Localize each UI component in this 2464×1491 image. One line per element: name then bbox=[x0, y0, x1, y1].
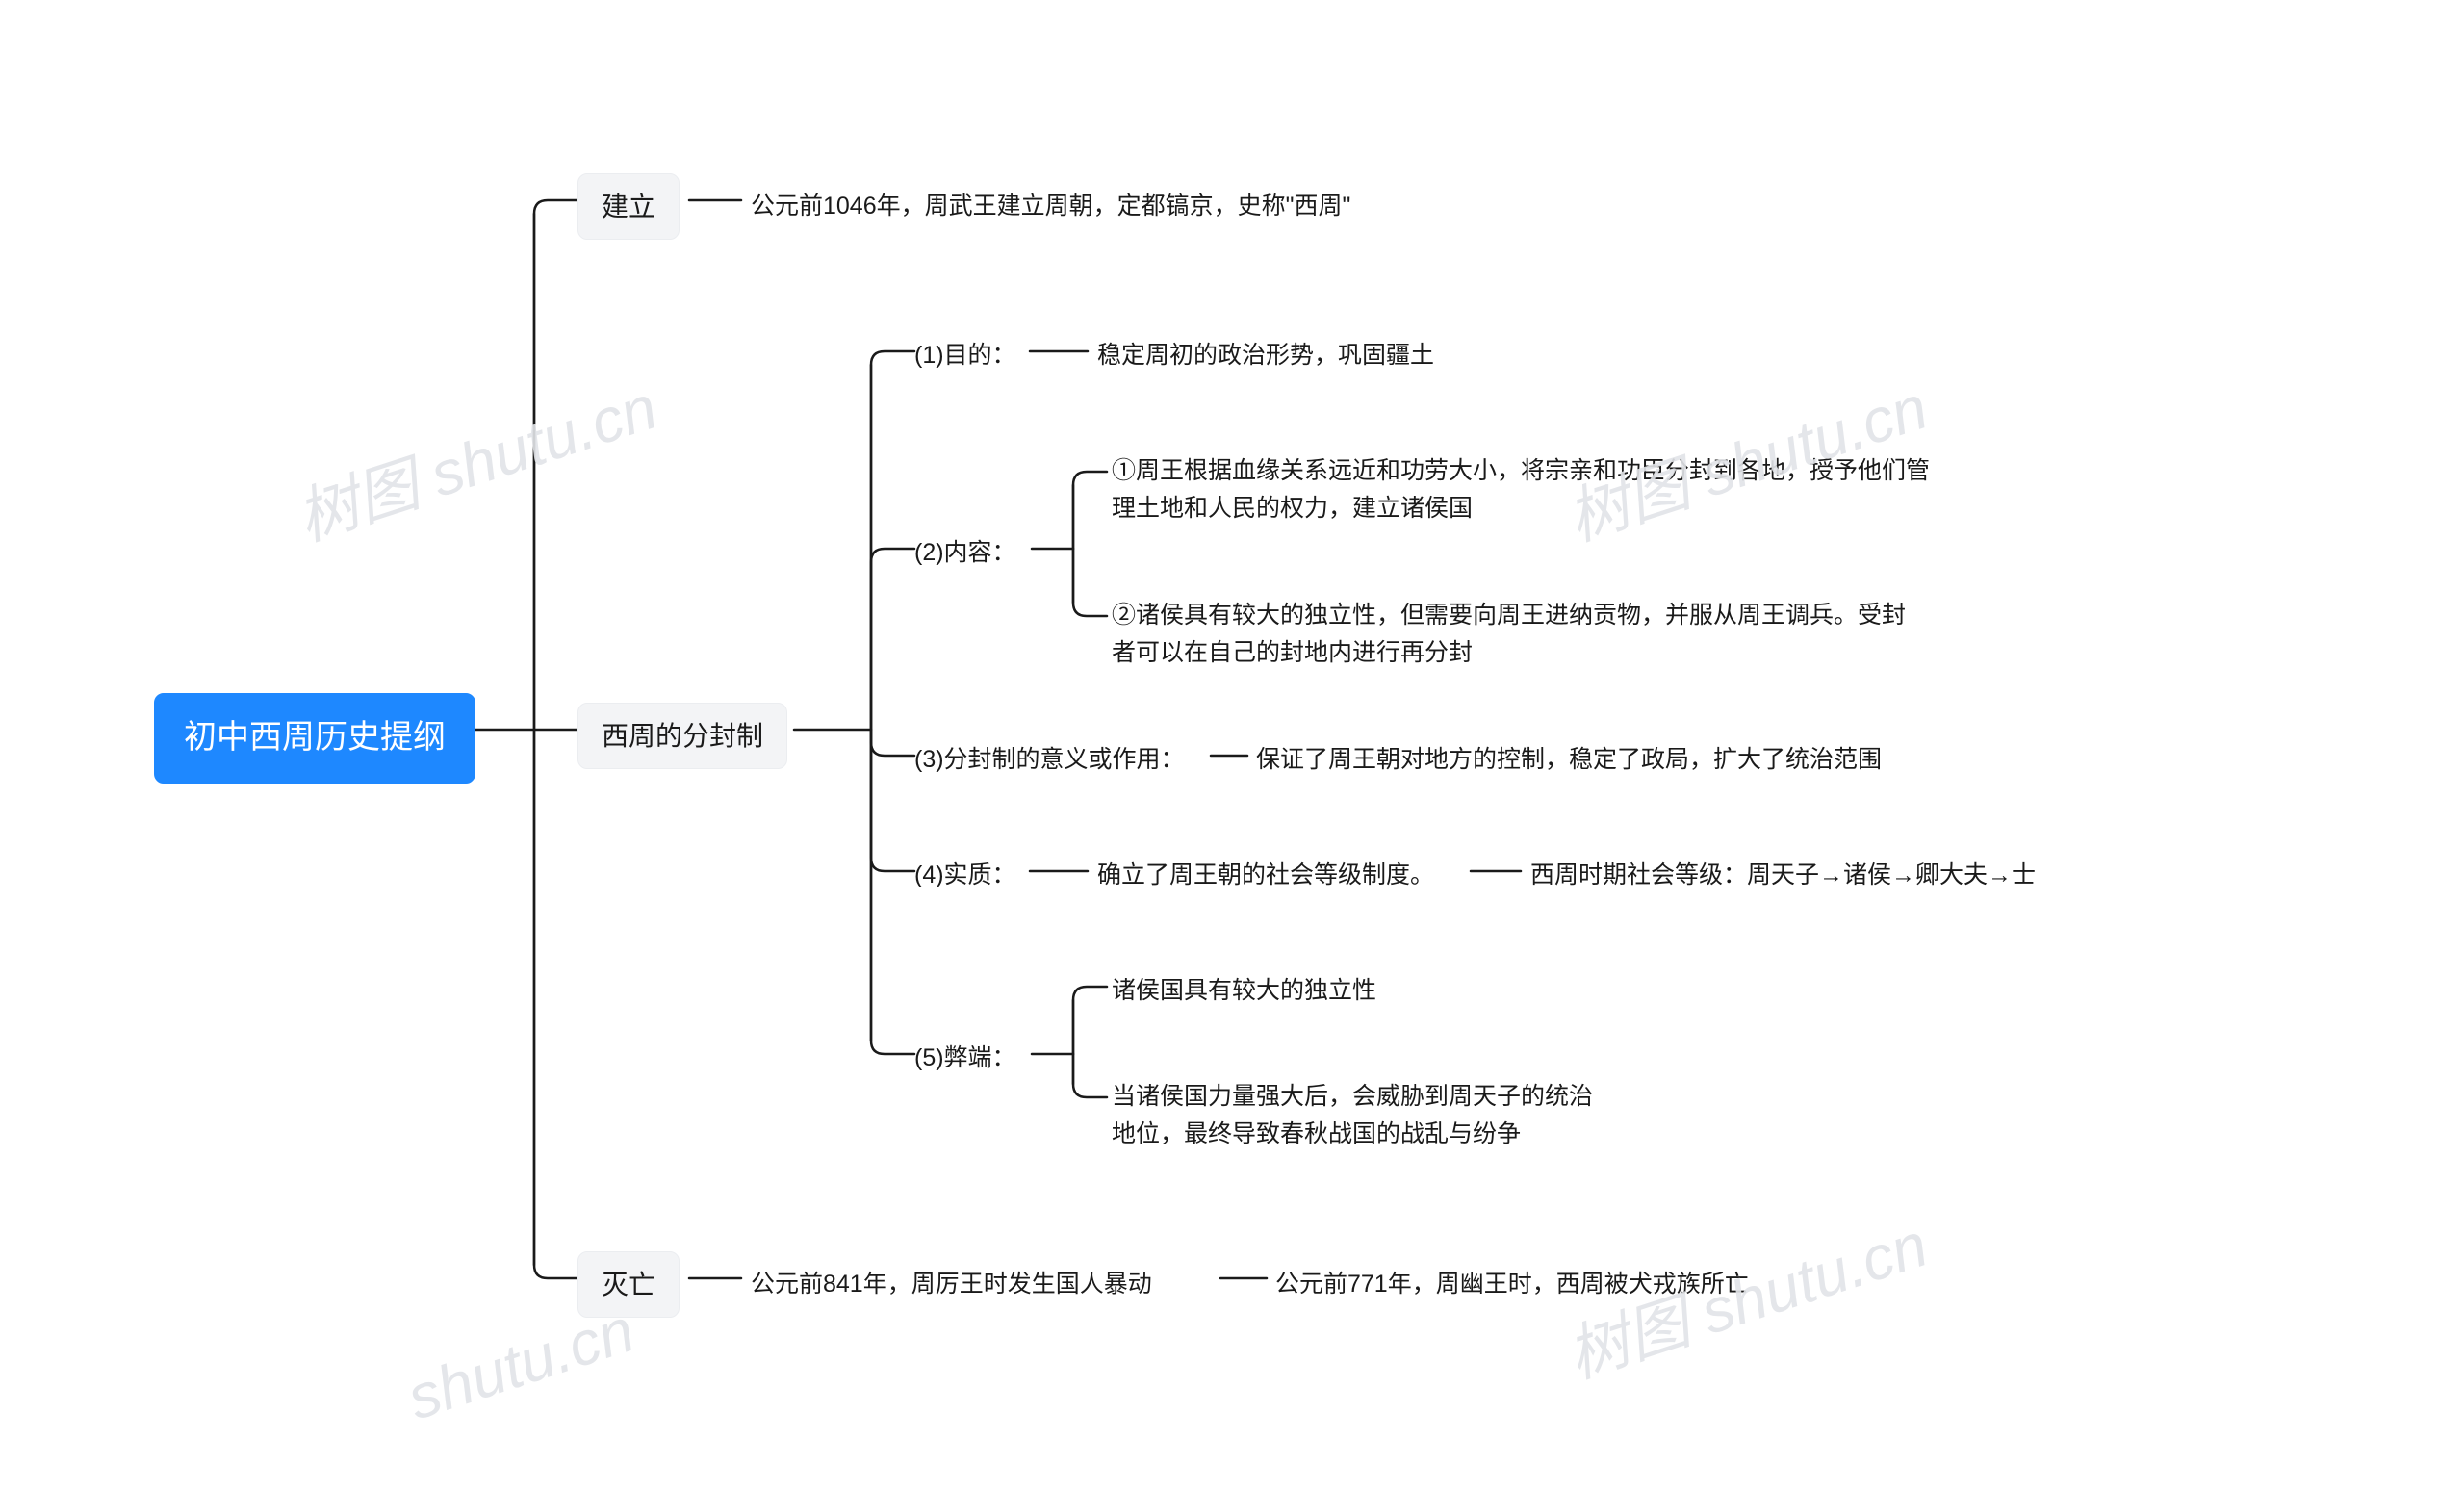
leaf-text: (4)实质： bbox=[914, 857, 1016, 894]
sub-node: 建立 bbox=[578, 173, 680, 240]
leaf-text: 诸侯国具有较大的独立性 bbox=[1112, 972, 1376, 1010]
leaf-text: 公元前841年，周厉王时发生国人暴动 bbox=[751, 1266, 1152, 1303]
leaf-text: 公元前1046年，周武王建立周朝，定都镐京，史称"西周" bbox=[751, 188, 1350, 225]
leaf-text: 确立了周王朝的社会等级制度。 bbox=[1097, 857, 1434, 894]
leaf-text: 公元前771年，周幽王时，西周被犬戎族所亡 bbox=[1275, 1266, 1749, 1303]
leaf-text: (2)内容： bbox=[914, 534, 1016, 572]
leaf-text: (5)弊端： bbox=[914, 1040, 1016, 1077]
sub-node: 西周的分封制 bbox=[578, 703, 787, 769]
leaf-text: 保证了周王朝对地方的控制，稳定了政局，扩大了统治范围 bbox=[1256, 741, 1882, 779]
leaf-text: ①周王根据血缘关系远近和功劳大小，将宗亲和功臣分封到各地，授予他们管 理土地和人… bbox=[1112, 452, 1930, 527]
leaf-text: 稳定周初的政治形势，巩固疆土 bbox=[1097, 337, 1434, 374]
sub-node: 灭亡 bbox=[578, 1251, 680, 1318]
leaf-text: 当诸侯国力量强大后，会威胁到周天子的统治 地位，最终导致春秋战国的战乱与纷争 bbox=[1112, 1078, 1593, 1153]
leaf-text: (3)分封制的意义或作用： bbox=[914, 741, 1185, 779]
root-node: 初中西周历史提纲 bbox=[154, 693, 475, 784]
leaf-text: 西周时期社会等级：周天子→诸侯→卿大夫→士 bbox=[1530, 857, 2036, 894]
leaf-text: ②诸侯具有较大的独立性，但需要向周王进纳贡物，并服从周王调兵。受封 者可以在自己… bbox=[1112, 597, 1906, 672]
watermark: 树图 shutu.cn bbox=[284, 358, 666, 557]
leaf-text: (1)目的： bbox=[914, 337, 1016, 374]
